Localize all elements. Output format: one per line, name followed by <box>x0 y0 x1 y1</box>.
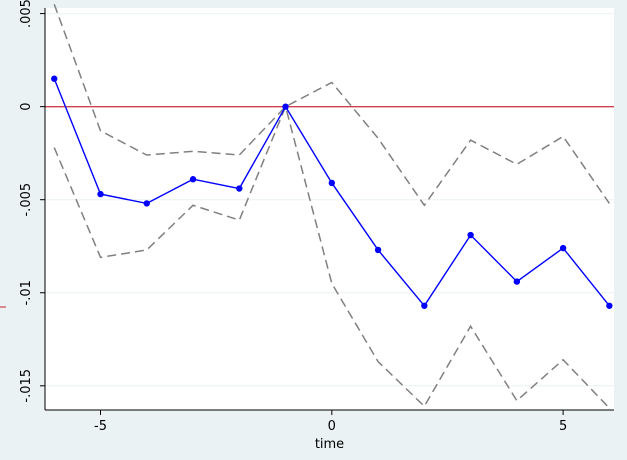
x-tick-label: -5 <box>94 419 107 434</box>
y-tick-label: 0 <box>19 102 34 110</box>
x-tick-label: 5 <box>559 419 567 434</box>
y-tick-label: -.015 <box>19 369 34 403</box>
estimate-point <box>97 190 104 198</box>
plot-background <box>45 8 614 410</box>
x-tick-labels: -5 0 5 <box>94 419 567 434</box>
estimate-point <box>421 302 428 309</box>
y-tick-labels: .005 0 -.005 -.01 -.015 <box>19 0 34 403</box>
estimate-point <box>282 103 289 110</box>
estimate-point <box>51 75 58 82</box>
estimate-point <box>606 302 613 309</box>
upper-ci-line <box>53 4 610 207</box>
x-axis-label: time <box>315 437 344 452</box>
axes <box>40 8 614 415</box>
estimate-point <box>513 278 521 285</box>
confidence-interval-lines <box>53 4 610 409</box>
estimate-point <box>328 179 336 187</box>
estimate-point <box>559 244 567 252</box>
y-tick-label: -.005 <box>19 183 34 217</box>
estimate-point <box>143 200 150 207</box>
estimate-point <box>189 176 197 183</box>
y-tick-label: -.01 <box>19 280 34 305</box>
estimate-series <box>51 75 613 309</box>
estimate-point <box>467 231 474 239</box>
y-tick-label: .005 <box>19 0 34 28</box>
estimate-point <box>236 185 243 192</box>
x-tick-label: 0 <box>328 419 336 434</box>
estimate-point <box>374 246 382 254</box>
